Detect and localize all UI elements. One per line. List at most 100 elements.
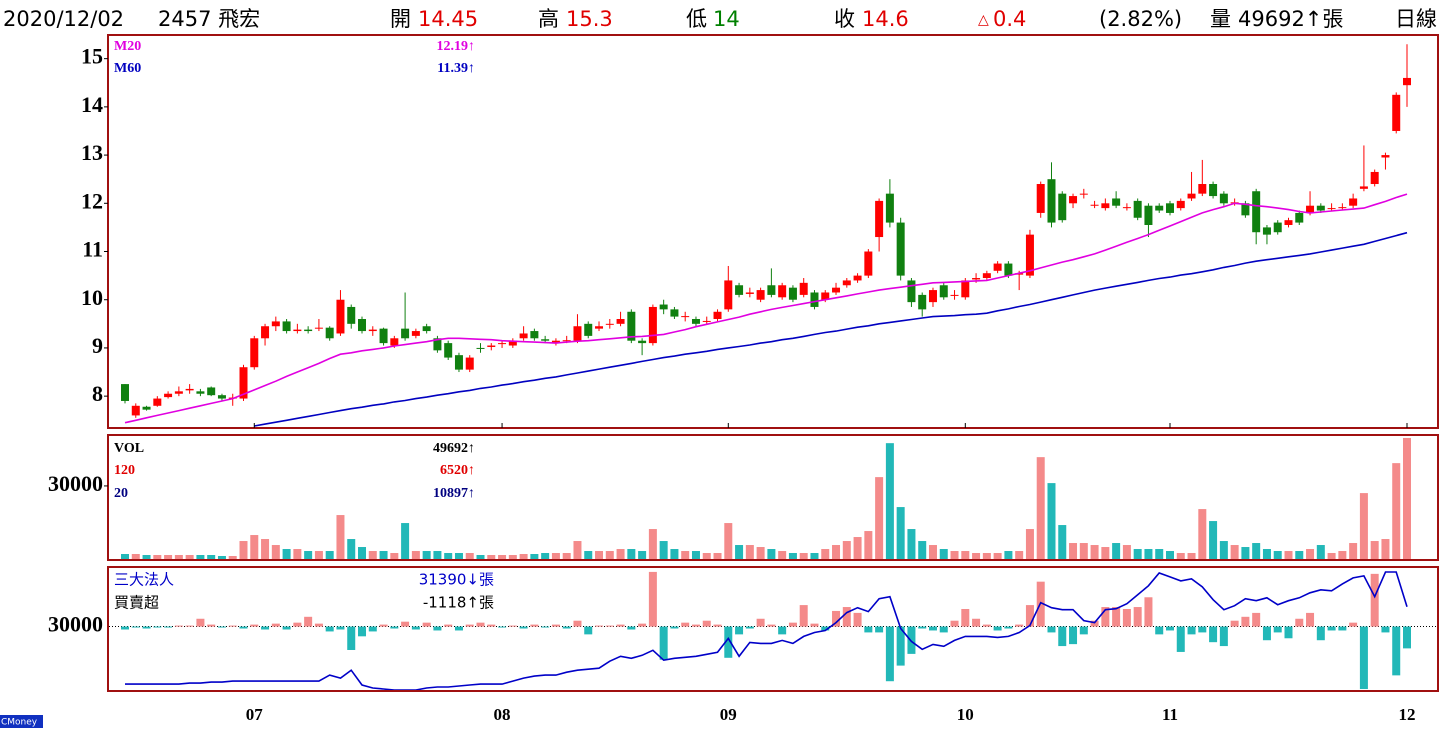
candle-body — [961, 280, 970, 298]
net-bar — [745, 626, 754, 629]
candle-body — [1176, 200, 1185, 209]
volume-bar — [454, 553, 463, 559]
net-bar — [821, 626, 830, 631]
volume-bar — [1133, 549, 1142, 559]
stock: 2457 飛宏 — [158, 7, 260, 31]
volume-bar — [659, 541, 668, 559]
net-bar — [174, 625, 183, 627]
volume-bar — [1015, 551, 1024, 559]
volume-frame — [107, 434, 1439, 561]
net-bar — [454, 626, 463, 631]
candle-body — [681, 316, 690, 318]
candle-body — [799, 282, 808, 295]
watermark-box — [0, 715, 43, 728]
legend-box — [110, 569, 497, 614]
candle-body — [250, 338, 259, 368]
legend-name: M60 — [114, 61, 141, 76]
volume-bar — [261, 539, 270, 559]
candle-body — [1349, 198, 1358, 206]
candle-body — [993, 263, 1002, 271]
candle-body — [648, 306, 657, 344]
volume-bar — [271, 545, 280, 559]
candle-body — [1122, 207, 1131, 209]
candle-body — [1069, 196, 1078, 204]
candle-body — [271, 321, 280, 327]
ma-line — [254, 231, 1408, 427]
net-bar — [1176, 626, 1185, 652]
candle-body — [982, 273, 991, 279]
net-bar — [1262, 626, 1271, 641]
candle-body — [293, 329, 302, 332]
candle-body — [422, 326, 431, 332]
candle-body — [121, 384, 129, 401]
volume-bar — [713, 553, 722, 559]
candle-body — [627, 311, 636, 341]
volume-bar — [1058, 525, 1067, 559]
net-bar — [368, 626, 377, 632]
candle-body — [605, 323, 614, 325]
candle-body — [1004, 263, 1013, 276]
volume-bar — [724, 523, 733, 559]
candle-body — [1079, 193, 1088, 195]
net-bar — [842, 607, 851, 627]
volume-bar — [1295, 551, 1304, 559]
volume-bar — [487, 555, 496, 559]
volume-bar — [595, 551, 604, 559]
legend-name: 120 — [114, 463, 135, 478]
candle-body — [595, 326, 604, 329]
volume-bar — [1209, 521, 1218, 559]
candle-body — [508, 340, 517, 346]
candle-body — [368, 329, 377, 332]
candle-body — [314, 327, 323, 329]
volume-bar — [1036, 457, 1045, 559]
volume-bar — [670, 549, 679, 559]
candle-body — [1273, 222, 1282, 233]
x-tick-label: 08 — [494, 705, 511, 724]
candle-body — [304, 329, 313, 332]
candle-body — [164, 393, 173, 398]
volume-bar — [573, 541, 582, 559]
volume-bar — [174, 555, 183, 559]
volume-bar — [1273, 551, 1282, 559]
candle-body — [465, 357, 474, 370]
legend-name: M20 — [114, 39, 141, 54]
volume-bar — [347, 539, 356, 559]
net-bar — [1306, 612, 1315, 627]
volume-bar — [939, 549, 948, 559]
net-bar — [939, 626, 948, 633]
volume-bar — [164, 555, 173, 559]
volume-bar — [1230, 545, 1239, 559]
candle-body — [1090, 204, 1099, 206]
candle-body — [875, 200, 884, 238]
volume-bar — [1306, 549, 1315, 559]
candle-body — [1262, 227, 1271, 235]
candle-body — [918, 294, 927, 310]
candle-body — [810, 292, 819, 307]
candle-body — [1058, 193, 1067, 221]
volume-bar — [982, 553, 991, 559]
candle-body — [1165, 203, 1174, 213]
net-bar — [724, 626, 733, 658]
x-tick-label: 07 — [246, 705, 264, 724]
net-bar — [293, 622, 302, 627]
volume-bar — [185, 555, 194, 559]
net-bar — [1359, 626, 1368, 690]
net-bar — [164, 626, 173, 628]
candle-body — [584, 323, 593, 336]
candle-body — [713, 311, 722, 320]
volume-bar — [217, 556, 226, 559]
volume-bar — [131, 554, 140, 559]
candle-body — [885, 193, 894, 223]
volume-bar — [519, 554, 528, 559]
net-bar — [304, 616, 313, 627]
legend-value: 11.39↑ — [437, 61, 475, 76]
net-bar — [314, 623, 323, 627]
candle-body — [454, 355, 463, 370]
volume-bar — [1392, 463, 1401, 559]
candle-body — [638, 340, 647, 344]
volume-bar — [1090, 545, 1099, 559]
candle-body — [411, 331, 420, 336]
net-bar — [875, 626, 884, 633]
net-bar — [735, 626, 744, 635]
volume-bar — [1069, 543, 1078, 559]
